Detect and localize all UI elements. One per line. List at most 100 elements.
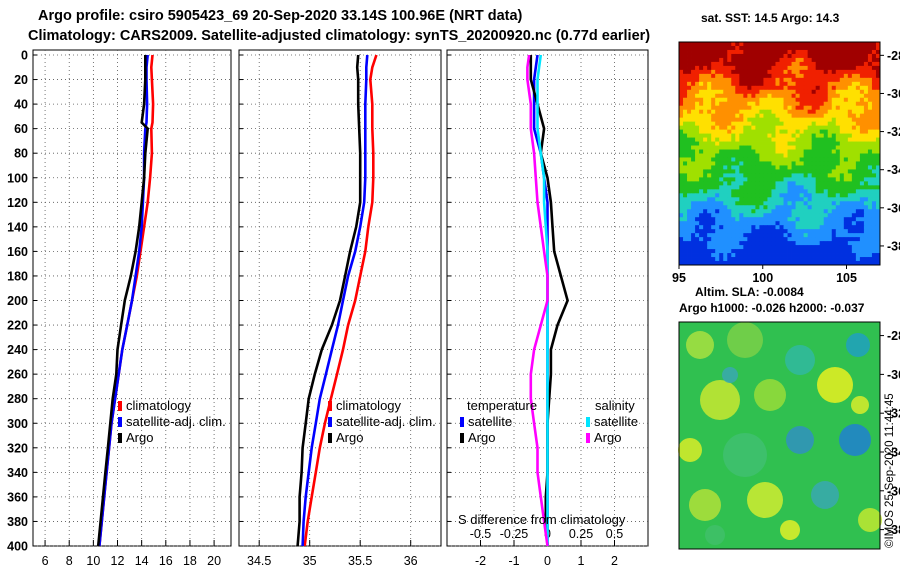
sst-cell bbox=[695, 101, 700, 107]
series-line-satellite-adj-clim- bbox=[301, 54, 369, 546]
sst-cell bbox=[823, 125, 829, 131]
sst-cell bbox=[755, 117, 760, 123]
sst-cell bbox=[767, 225, 772, 230]
sst-cell bbox=[747, 157, 752, 162]
sst-cell bbox=[823, 53, 829, 59]
sst-cell bbox=[851, 241, 857, 246]
sst-cell bbox=[875, 69, 881, 75]
sst-cell bbox=[843, 225, 849, 230]
sst-cell bbox=[707, 205, 712, 210]
sst-cell bbox=[855, 117, 861, 123]
sst-cell bbox=[783, 42, 788, 47]
sst-cell bbox=[815, 197, 821, 202]
sst-cell bbox=[679, 217, 684, 222]
sst-cell bbox=[875, 253, 881, 258]
sst-cell bbox=[771, 85, 776, 91]
sst-cell bbox=[751, 165, 756, 170]
sst-cell bbox=[791, 189, 796, 194]
sst-cell bbox=[819, 201, 825, 206]
sst-cell bbox=[747, 105, 752, 111]
sst-cell bbox=[759, 237, 764, 242]
sst-cell bbox=[759, 117, 764, 123]
sst-cell bbox=[851, 181, 857, 186]
sst-cell bbox=[727, 125, 732, 131]
sst-cell bbox=[847, 101, 853, 107]
sst-cell bbox=[779, 145, 784, 150]
sst-cell bbox=[703, 157, 708, 162]
sst-cell bbox=[771, 221, 776, 226]
sst-cell bbox=[811, 42, 817, 47]
sst-cell bbox=[751, 153, 756, 158]
sst-cell bbox=[679, 189, 684, 194]
sst-cell bbox=[819, 93, 825, 99]
sst-cell bbox=[787, 225, 792, 230]
sst-cell bbox=[699, 225, 704, 230]
sst-cell bbox=[679, 181, 684, 186]
sst-cell bbox=[827, 229, 833, 234]
sst-cell bbox=[699, 105, 704, 111]
sst-cell bbox=[815, 53, 821, 59]
sst-cell bbox=[707, 42, 712, 47]
sst-cell bbox=[799, 213, 805, 218]
sst-cell bbox=[687, 101, 692, 107]
sst-cell bbox=[803, 97, 809, 103]
sst-cell bbox=[823, 57, 829, 63]
sst-cell bbox=[871, 149, 877, 154]
sst-cell bbox=[739, 125, 744, 131]
sst-cell bbox=[811, 253, 817, 258]
sst-cell bbox=[691, 73, 696, 79]
sst-cell bbox=[751, 181, 756, 186]
sst-cell bbox=[783, 105, 788, 111]
sst-cell bbox=[711, 81, 716, 87]
sst-cell bbox=[811, 209, 817, 214]
sst-cell bbox=[807, 42, 813, 47]
sst-cell bbox=[799, 245, 805, 250]
sst-cell bbox=[799, 261, 805, 266]
sst-cell bbox=[703, 89, 708, 95]
sst-cell bbox=[707, 125, 712, 131]
sst-cell bbox=[747, 161, 752, 166]
sst-cell bbox=[743, 221, 748, 226]
sst-cell bbox=[795, 253, 800, 258]
sst-cell bbox=[799, 89, 805, 95]
sst-cell bbox=[827, 205, 833, 210]
sst-cell bbox=[787, 177, 792, 182]
sst-cell bbox=[755, 245, 760, 250]
sst-cell bbox=[771, 125, 776, 131]
sst-cell bbox=[859, 57, 865, 63]
sst-cell bbox=[771, 45, 776, 51]
sst-cell bbox=[843, 145, 849, 150]
sst-cell bbox=[787, 125, 792, 131]
sst-cell bbox=[699, 149, 704, 154]
sst-cell bbox=[815, 137, 821, 142]
sst-cell bbox=[815, 173, 821, 178]
sst-cell bbox=[835, 257, 841, 262]
sst-cell bbox=[731, 245, 736, 250]
sst-cell bbox=[739, 117, 744, 123]
sst-cell bbox=[875, 169, 881, 174]
sst-cell bbox=[811, 141, 817, 146]
sst-cell bbox=[779, 133, 784, 138]
sst-cell bbox=[843, 65, 849, 71]
sst-cell bbox=[859, 221, 865, 226]
sst-cell bbox=[815, 109, 821, 115]
sst-cell bbox=[835, 193, 841, 198]
depth-tick-label: 340 bbox=[7, 466, 28, 480]
sst-cell bbox=[759, 97, 764, 103]
sst-cell bbox=[811, 237, 817, 242]
sst-cell bbox=[751, 81, 756, 87]
sst-cell bbox=[795, 177, 800, 182]
sst-cell bbox=[823, 77, 829, 83]
sst-cell bbox=[775, 161, 780, 166]
sst-cell bbox=[699, 141, 704, 146]
sst-cell bbox=[835, 109, 841, 115]
sst-cell bbox=[819, 53, 825, 59]
sst-cell bbox=[807, 85, 813, 91]
sst-cell bbox=[763, 105, 768, 111]
sst-cell bbox=[803, 53, 809, 59]
sst-cell bbox=[875, 181, 881, 186]
sst-cell bbox=[759, 253, 764, 258]
sst-cell bbox=[683, 81, 688, 87]
sst-cell bbox=[751, 101, 756, 107]
sst-cell bbox=[751, 129, 756, 134]
